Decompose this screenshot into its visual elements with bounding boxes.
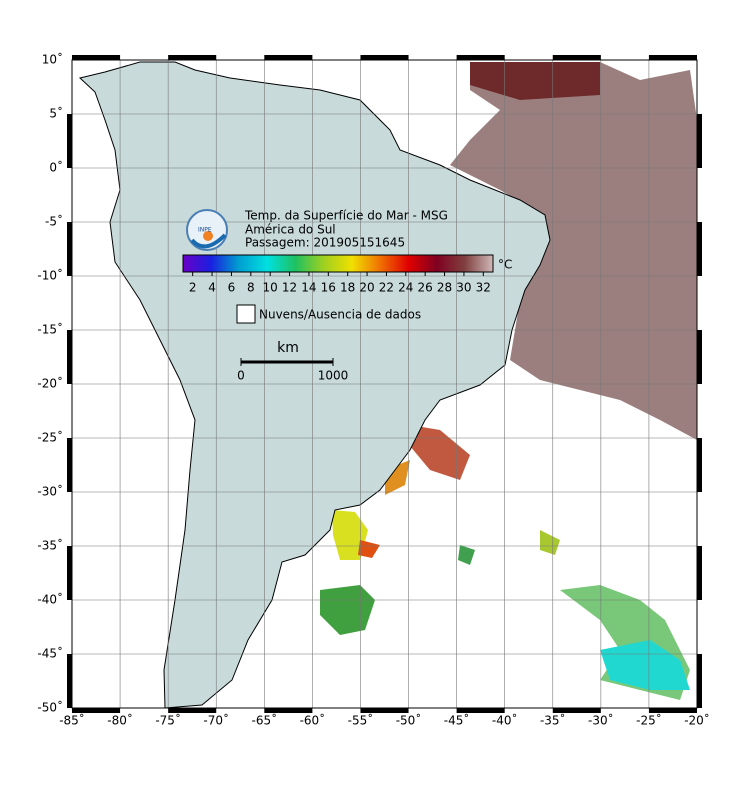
frame-bar: [72, 55, 121, 60]
frame-bar: [67, 654, 72, 708]
colorbar-label: 14: [301, 281, 316, 295]
frame-bar: [67, 222, 72, 276]
frame-bar: [67, 114, 72, 168]
x-tick-label: -25˚: [636, 713, 662, 728]
colorbar-label: 20: [359, 281, 374, 295]
frame-bar: [67, 330, 72, 384]
frame-bar: [552, 708, 601, 713]
frame-bar: [697, 114, 702, 168]
frame-bar: [648, 708, 697, 713]
y-tick-label: -20˚: [37, 376, 63, 391]
x-tick-label: -20˚: [684, 713, 710, 728]
y-tick-label: -45˚: [37, 646, 63, 661]
frame-bar: [552, 55, 601, 60]
y-tick-label: -5˚: [45, 214, 63, 229]
x-tick-label: -75˚: [155, 713, 181, 728]
y-tick-label: -10˚: [37, 268, 63, 283]
frame-bar: [168, 708, 217, 713]
colorbar-label: 8: [247, 281, 255, 295]
frame-bar: [648, 55, 697, 60]
y-tick-label: 10˚: [42, 52, 63, 67]
legend-text: Nuvens/Ausencia de dados: [259, 308, 421, 322]
title: Temp. da Superfície do Mar - MSG: [244, 209, 448, 223]
x-tick-label: -45˚: [444, 713, 470, 728]
colorbar-label: 2: [189, 281, 197, 295]
frame-bar: [697, 222, 702, 276]
scale-unit: km: [277, 340, 299, 356]
frame-bar: [456, 708, 505, 713]
colorbar-label: 18: [340, 281, 355, 295]
pass-time: Passagem: 201905151645: [245, 236, 405, 250]
colorbar-label: 22: [379, 281, 394, 295]
frame-bar: [697, 438, 702, 492]
x-tick-label: -85˚: [59, 713, 85, 728]
logo-text: INPE: [198, 227, 212, 234]
frame-bar: [168, 55, 217, 60]
sst-patches: [320, 62, 697, 700]
y-tick-label: -30˚: [37, 484, 63, 499]
colorbar-unit: °C: [498, 258, 512, 272]
frame-bar: [264, 55, 313, 60]
colorbar-label: 6: [228, 281, 236, 295]
x-tick-label: -65˚: [252, 713, 278, 728]
colorbar-label: 16: [321, 281, 336, 295]
colorbar-label: 10: [263, 281, 278, 295]
y-tick-label: -35˚: [37, 538, 63, 553]
frame-bar: [67, 438, 72, 492]
frame-bar: [67, 546, 72, 600]
scale-label: 0: [237, 369, 245, 383]
frame-bar: [697, 654, 702, 708]
x-tick-label: -35˚: [540, 713, 566, 728]
y-tick-label: -40˚: [37, 592, 63, 607]
frame-bar: [456, 55, 505, 60]
y-tick-label: -25˚: [37, 430, 63, 445]
colorbar-label: 12: [282, 281, 297, 295]
colorbar: [182, 254, 494, 273]
x-tick-label: -60˚: [300, 713, 326, 728]
colorbar-label: 4: [208, 281, 216, 295]
x-tick-label: -40˚: [492, 713, 518, 728]
colorbar-label: 32: [476, 281, 491, 295]
x-tick-label: -30˚: [588, 713, 614, 728]
scale-label: 1000: [318, 369, 349, 383]
x-tick-label: -55˚: [348, 713, 374, 728]
frame-bar: [697, 330, 702, 384]
frame-bar: [360, 55, 409, 60]
legend-swatch: [236, 304, 256, 324]
colorbar-label: 28: [437, 281, 452, 295]
y-tick-label: 0˚: [49, 160, 63, 175]
colorbar-label: 26: [418, 281, 433, 295]
x-tick-label: -50˚: [396, 713, 422, 728]
logo: INPE: [186, 209, 228, 251]
frame-bar: [72, 708, 121, 713]
frame-bar: [360, 708, 409, 713]
y-tick-label: -50˚: [37, 700, 63, 715]
colorbar-label: 30: [456, 281, 471, 295]
colorbar-label: 24: [398, 281, 413, 295]
y-tick-label: 5˚: [49, 106, 63, 121]
y-tick-label: -15˚: [37, 322, 63, 337]
region: América do Sul: [245, 223, 336, 237]
x-tick-label: -70˚: [203, 713, 229, 728]
frame-bar: [264, 708, 313, 713]
x-tick-label: -80˚: [107, 713, 133, 728]
frame-bar: [697, 546, 702, 600]
